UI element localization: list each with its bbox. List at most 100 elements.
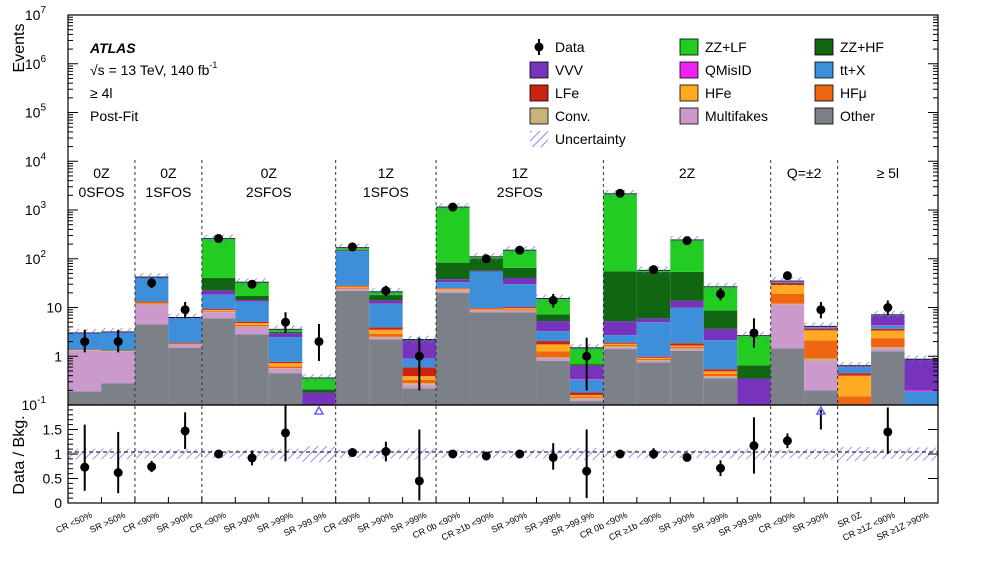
legend-swatch xyxy=(814,84,834,102)
bar-segment-hfmu xyxy=(134,303,169,305)
bar-segment-lfe xyxy=(369,327,403,330)
ratio-uncertainty xyxy=(804,448,838,460)
bar-segment-hfmu xyxy=(804,340,838,359)
bar-segment-other xyxy=(569,401,604,405)
data-marker xyxy=(782,271,792,281)
bar-segment-hfmu xyxy=(569,396,604,398)
bar-stack xyxy=(302,377,336,405)
legend-label: VVV xyxy=(555,62,584,78)
bar-segment-conv xyxy=(770,303,805,305)
bar-segment-lfe xyxy=(536,341,570,345)
data-marker xyxy=(548,295,558,305)
bar-segment-hfmu xyxy=(603,345,637,347)
bin-label: SR >90% xyxy=(791,510,830,535)
bar-segment-ttx xyxy=(369,303,403,328)
uncertainty-band xyxy=(134,273,169,281)
data-point xyxy=(582,337,592,391)
data-point xyxy=(782,271,792,281)
ratio-uncertainty xyxy=(770,449,805,459)
legend-item-other: Other xyxy=(814,107,875,125)
bar-segment-lfe xyxy=(871,328,905,331)
ratio-point xyxy=(615,449,625,459)
bar-segment-ttx xyxy=(201,294,236,310)
bar-segment-hfe xyxy=(168,343,202,345)
bar-segment-other xyxy=(603,349,637,405)
tick-exponent: 7 xyxy=(40,5,46,16)
bar-stack xyxy=(636,269,671,405)
bar-segment-lfe xyxy=(268,361,303,364)
bar-segment-vvv xyxy=(737,378,771,405)
ratio-point xyxy=(782,433,792,449)
bar-stack xyxy=(503,249,537,405)
bin-label: SR >90% xyxy=(155,510,194,535)
bar-segment-lfe xyxy=(503,307,537,309)
legend-item-data: Data xyxy=(534,39,585,55)
bar-segment-ttx xyxy=(469,271,503,309)
ratio-point xyxy=(214,449,224,459)
bar-segment-multifakes xyxy=(770,304,805,349)
atlas-label: ATLAS xyxy=(89,40,136,56)
data-point xyxy=(414,337,424,391)
bar-segment-hfmu xyxy=(335,287,370,289)
data-marker xyxy=(214,234,224,244)
bar-stack xyxy=(436,206,470,405)
bar-segment-hfmu xyxy=(201,310,236,312)
bar-segment-hfmu xyxy=(469,309,503,311)
bar-segment-hfe xyxy=(268,363,303,367)
bin-label: SR >90% xyxy=(222,510,261,535)
bar-segment-ttx xyxy=(871,325,905,329)
ratio-marker xyxy=(749,441,759,451)
data-marker xyxy=(414,351,424,361)
bar-segment-zzlf xyxy=(302,377,336,390)
bar-segment-zzhf xyxy=(670,271,704,301)
bar-segment-multifakes xyxy=(369,337,403,340)
data-marker xyxy=(716,289,725,299)
legend-item-qmisid: QMisID xyxy=(679,61,752,79)
bar-segment-vvv xyxy=(904,359,938,391)
ratio-point xyxy=(80,424,90,491)
bar-segment-multifakes xyxy=(804,360,838,391)
data-point xyxy=(80,329,90,353)
data-marker xyxy=(180,305,190,315)
data-point xyxy=(381,285,391,297)
bar-stack xyxy=(603,193,637,405)
legend-item-zzhf: ZZ+HF xyxy=(814,38,884,56)
bar-segment-zzhf xyxy=(436,262,470,280)
bar-segment-hfe xyxy=(503,308,537,310)
bin-label: CR <50% xyxy=(54,510,93,535)
bar-stack xyxy=(804,325,838,405)
ratio-point xyxy=(414,429,424,501)
bar-segment-multifakes xyxy=(235,326,269,335)
bar-segment-vvv xyxy=(436,279,470,283)
bin-label: SR >90% xyxy=(356,510,395,535)
bar-segment-multifakes xyxy=(68,350,102,392)
bar-segment-other xyxy=(201,318,236,405)
data-point xyxy=(180,301,190,319)
ratio-point xyxy=(347,448,357,458)
data-point xyxy=(281,312,290,333)
bar-segment-multifakes xyxy=(335,288,370,291)
bar-segment-other xyxy=(636,362,671,405)
data-marker xyxy=(113,337,123,347)
selection-label: ≥ 4l xyxy=(90,85,112,101)
bin-label: CR <90% xyxy=(757,510,796,535)
ratio-uncertainty xyxy=(168,449,202,459)
bar-segment-hfmu xyxy=(268,366,303,369)
data-point xyxy=(481,254,491,264)
region-label-line1: ≥ 5l xyxy=(877,165,899,181)
y-tick-label: 105 xyxy=(25,103,47,121)
bin-label: CR <90% xyxy=(188,510,227,535)
ratio-point xyxy=(180,412,190,450)
bar-segment-ttx xyxy=(603,335,637,343)
ratio-marker xyxy=(448,449,458,459)
legend-swatch xyxy=(529,107,549,125)
bar-segment-zzhf xyxy=(469,258,503,271)
data-point xyxy=(883,300,893,316)
bar-segment-ttx xyxy=(670,307,704,344)
bar-segment-multifakes xyxy=(268,368,303,374)
bar-segment-multifakes xyxy=(871,348,905,352)
ratio-point xyxy=(481,451,491,461)
bar-segment-lfe xyxy=(603,342,637,344)
ratio-marker xyxy=(682,452,692,462)
data-point xyxy=(147,278,157,289)
